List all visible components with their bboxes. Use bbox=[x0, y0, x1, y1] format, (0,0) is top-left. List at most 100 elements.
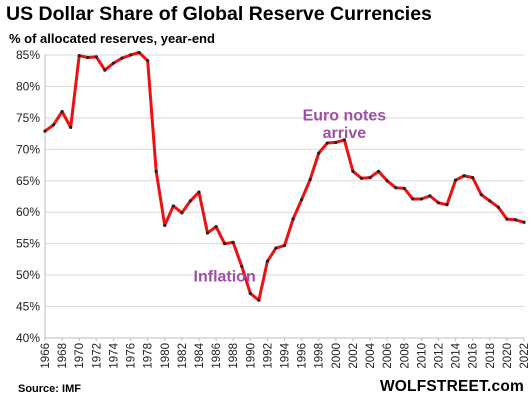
y-tick-label: 85% bbox=[16, 48, 40, 62]
x-tick-label: 1984 bbox=[194, 342, 206, 368]
data-point bbox=[513, 218, 518, 222]
data-point bbox=[471, 176, 475, 180]
x-tick-label: 2004 bbox=[365, 342, 377, 368]
x-tick-label: 2022 bbox=[519, 343, 530, 369]
x-tick-label: 1968 bbox=[57, 343, 69, 369]
data-point bbox=[325, 141, 329, 145]
data-point bbox=[342, 138, 346, 142]
annotation-label: Inflation bbox=[194, 268, 256, 285]
x-tick-label: 2010 bbox=[416, 343, 428, 369]
data-point bbox=[69, 125, 73, 129]
chart-subtitle: % of allocated reserves, year-end bbox=[9, 31, 215, 46]
brand-logo-text: WOLFSTREET.com bbox=[379, 378, 524, 395]
data-point bbox=[282, 243, 287, 248]
x-tick-label: 2012 bbox=[433, 343, 445, 369]
x-tick-label: 2018 bbox=[485, 343, 497, 369]
x-tick-label: 2008 bbox=[399, 343, 411, 369]
data-point bbox=[351, 169, 355, 173]
data-point bbox=[274, 246, 278, 250]
data-point bbox=[394, 186, 398, 190]
data-point bbox=[479, 193, 483, 197]
data-point bbox=[188, 199, 193, 203]
x-tick-label: 1994 bbox=[280, 342, 292, 368]
y-tick-label: 60% bbox=[16, 205, 40, 219]
data-point bbox=[522, 220, 526, 224]
x-tick-label: 1980 bbox=[160, 343, 172, 369]
data-point bbox=[308, 177, 312, 182]
y-tick-label: 50% bbox=[16, 268, 40, 282]
data-point bbox=[248, 291, 252, 295]
data-point bbox=[496, 205, 500, 209]
data-point bbox=[334, 140, 338, 145]
data-point bbox=[505, 217, 509, 221]
data-point bbox=[103, 68, 107, 72]
data-point bbox=[146, 59, 150, 63]
data-point bbox=[197, 190, 201, 194]
data-point bbox=[428, 194, 432, 198]
data-point bbox=[445, 203, 449, 207]
chart-title: US Dollar Share of Global Reserve Curren… bbox=[6, 3, 432, 25]
x-tick-label: 1982 bbox=[177, 343, 189, 369]
x-tick-label: 1978 bbox=[143, 343, 155, 369]
data-point bbox=[43, 129, 47, 133]
x-tick-label: 1990 bbox=[245, 343, 257, 369]
data-point bbox=[154, 169, 158, 173]
data-point bbox=[291, 217, 295, 221]
data-point bbox=[205, 231, 210, 235]
data-point bbox=[120, 56, 124, 60]
x-tick-label: 2006 bbox=[382, 343, 394, 369]
data-point bbox=[60, 110, 64, 114]
y-tick-label: 70% bbox=[16, 142, 40, 156]
data-point bbox=[265, 259, 269, 263]
data-point bbox=[257, 298, 261, 302]
x-tick-label: 1986 bbox=[211, 343, 223, 369]
x-tick-label: 2016 bbox=[468, 343, 480, 369]
data-point bbox=[180, 211, 184, 215]
y-tick-label: 80% bbox=[16, 79, 40, 93]
x-tick-label: 2020 bbox=[502, 343, 514, 369]
x-tick-label: 2002 bbox=[348, 343, 360, 369]
data-point bbox=[240, 264, 244, 268]
y-tick-label: 45% bbox=[16, 300, 40, 314]
data-point bbox=[214, 225, 218, 229]
source-note: Source: IMF bbox=[18, 383, 81, 395]
x-tick-label: 1972 bbox=[91, 343, 103, 369]
data-point bbox=[436, 201, 441, 205]
annotation-label: Euro notes bbox=[303, 107, 387, 124]
y-tick-label: 75% bbox=[16, 111, 40, 125]
data-point bbox=[77, 54, 81, 58]
data-point bbox=[128, 53, 133, 57]
data-point bbox=[300, 198, 304, 202]
data-point bbox=[488, 199, 492, 203]
data-point bbox=[462, 174, 466, 178]
data-point bbox=[51, 123, 56, 127]
x-tick-label: 1998 bbox=[314, 343, 326, 369]
x-tick-label: 1970 bbox=[74, 343, 86, 369]
data-point bbox=[317, 151, 321, 155]
data-point bbox=[231, 240, 235, 245]
x-tick-label: 1992 bbox=[262, 343, 274, 369]
series-line bbox=[43, 50, 526, 302]
x-tick-label: 1996 bbox=[297, 343, 309, 369]
y-tick-label: 55% bbox=[16, 237, 40, 251]
data-point bbox=[453, 178, 458, 182]
data-point bbox=[385, 179, 389, 183]
x-tick-label: 2000 bbox=[331, 343, 343, 369]
data-point bbox=[171, 204, 175, 208]
x-tick-label: 2014 bbox=[451, 342, 463, 368]
data-point bbox=[419, 197, 423, 201]
data-point bbox=[111, 61, 116, 65]
y-tick-label: 65% bbox=[16, 174, 40, 188]
data-point bbox=[359, 176, 364, 180]
x-tick-label: 1974 bbox=[108, 342, 120, 368]
data-point bbox=[368, 176, 372, 180]
data-point bbox=[86, 55, 90, 60]
data-point bbox=[402, 186, 406, 190]
data-point bbox=[163, 223, 167, 228]
y-tick-label: 40% bbox=[16, 331, 40, 345]
data-point bbox=[223, 242, 227, 246]
annotation-label: arrive bbox=[323, 125, 367, 142]
data-point bbox=[411, 197, 415, 201]
x-tick-label: 1966 bbox=[40, 343, 52, 369]
x-tick-label: 1988 bbox=[228, 343, 240, 369]
